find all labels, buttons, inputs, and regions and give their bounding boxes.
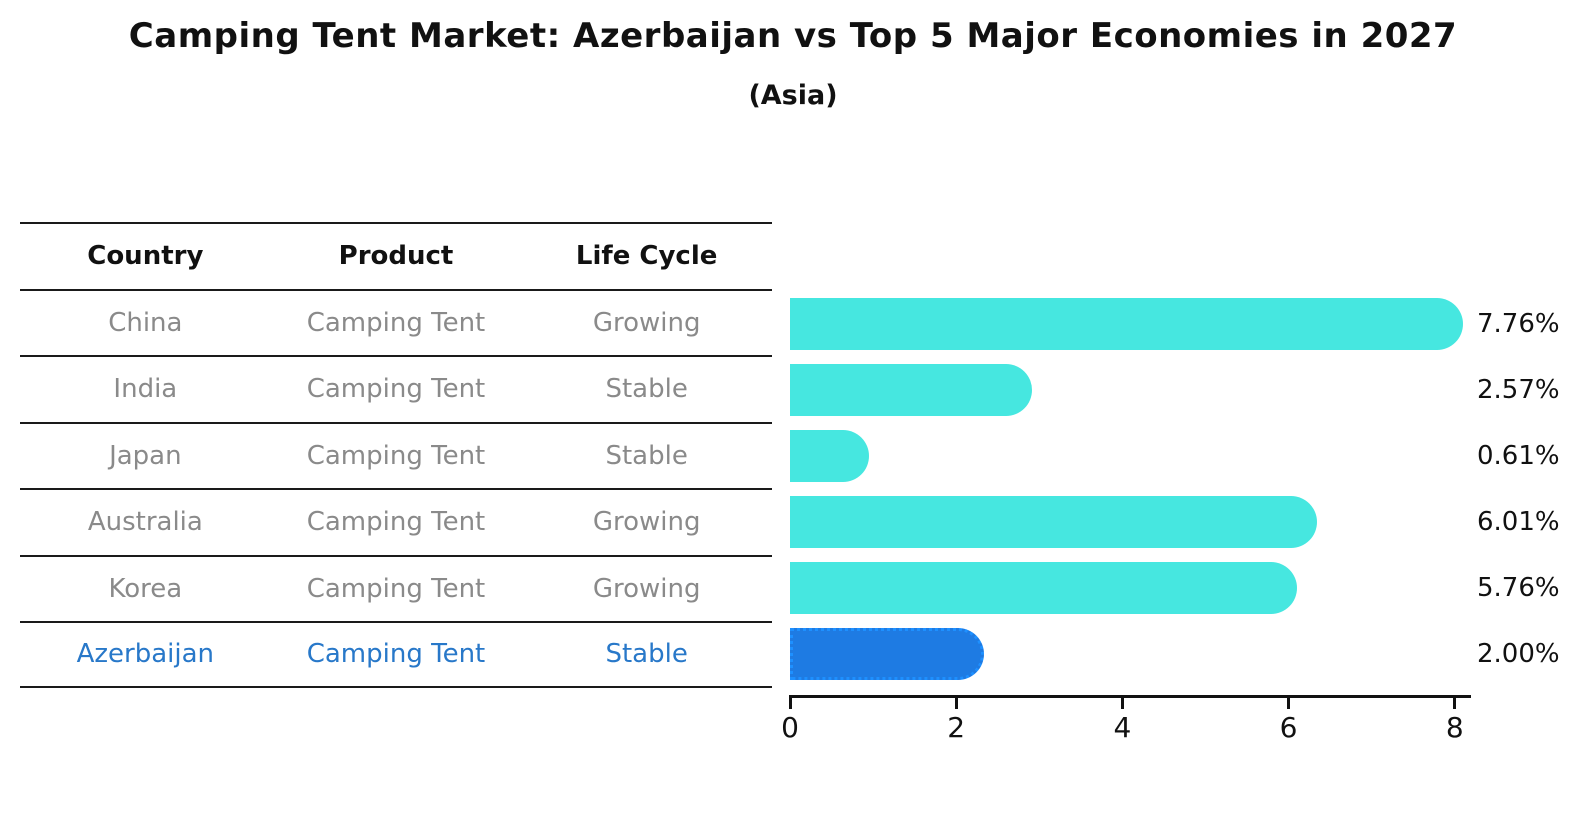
table-row-azerbaijan: Azerbaijan Camping Tent Stable	[20, 621, 772, 688]
x-axis-tick-label: 0	[781, 711, 799, 744]
table-row-australia: Australia Camping Tent Growing	[20, 488, 772, 555]
table-cell-country: China	[108, 307, 183, 338]
table-cell-product: Camping Tent	[306, 307, 486, 338]
bar-value-label-korea: 5.76%	[1477, 573, 1560, 603]
chart-title: Camping Tent Market: Azerbaijan vs Top 5…	[128, 16, 1458, 56]
table-cell-life-cycle: Growing	[592, 507, 701, 538]
table-cell-country: Australia	[87, 507, 203, 538]
table-cell-product: Camping Tent	[306, 440, 486, 471]
table-cell-life-cycle: Stable	[605, 440, 688, 471]
comparison-table: Country Product Life Cycle China Camping Ten…	[20, 222, 772, 688]
chart-subtitle: (Asia)	[748, 80, 838, 111]
x-axis-tick	[1120, 695, 1124, 709]
table-cell-product: Camping Tent	[306, 507, 486, 538]
table-header-cell: Product	[338, 241, 454, 272]
table-cell-country: Japan	[109, 440, 182, 471]
table-cell-country: Korea	[108, 573, 183, 604]
bar-value-label-australia: 6.01%	[1477, 507, 1560, 537]
x-axis-tick	[954, 695, 958, 709]
table-cell-life-cycle: Stable	[605, 639, 688, 670]
bar-india	[790, 364, 1032, 416]
table-cell-product: Camping Tent	[306, 374, 486, 405]
table-cell-country: Azerbaijan	[76, 639, 215, 670]
bar-australia	[790, 496, 1318, 548]
table-cell-life-cycle: Growing	[592, 307, 701, 338]
x-axis-tick-label: 4	[1113, 711, 1132, 744]
bar-value-label-china: 7.76%	[1477, 309, 1560, 339]
table-cell-product: Camping Tent	[306, 639, 486, 670]
table-row-japan: Japan Camping Tent Stable	[20, 421, 772, 489]
table-cell-life-cycle: Stable	[605, 374, 688, 405]
bar-azerbaijan	[790, 628, 985, 680]
x-axis-tick	[1287, 695, 1291, 709]
table-row-china: China Camping Tent Growing	[20, 288, 772, 356]
table-row-india: India Camping Tent Stable	[20, 355, 772, 422]
table-row-korea: Korea Camping Tent Growing	[20, 554, 772, 622]
x-axis-tick-label: 6	[1279, 711, 1298, 744]
bar-value-label-india: 2.57%	[1477, 375, 1560, 405]
x-axis	[789, 695, 1472, 698]
x-axis-tick	[1453, 695, 1457, 709]
bar-value-label-azerbaijan: 2.00%	[1477, 639, 1560, 669]
table-cell-product: Camping Tent	[306, 573, 486, 604]
table-header-cell: Life Cycle	[575, 241, 718, 272]
table-header-row: Country Product Life Cycle	[20, 222, 772, 289]
table-header-cell: Country	[87, 241, 204, 272]
bar-japan	[790, 430, 869, 482]
bar-china	[790, 298, 1463, 350]
bar-value-label-japan: 0.61%	[1477, 441, 1560, 471]
x-axis-tick-label: 2	[947, 711, 966, 744]
table-cell-life-cycle: Growing	[592, 573, 701, 604]
x-axis-tick-label: 8	[1445, 711, 1464, 744]
x-axis-tick	[788, 695, 792, 709]
bar-korea	[790, 562, 1297, 614]
table-cell-country: India	[113, 374, 178, 405]
